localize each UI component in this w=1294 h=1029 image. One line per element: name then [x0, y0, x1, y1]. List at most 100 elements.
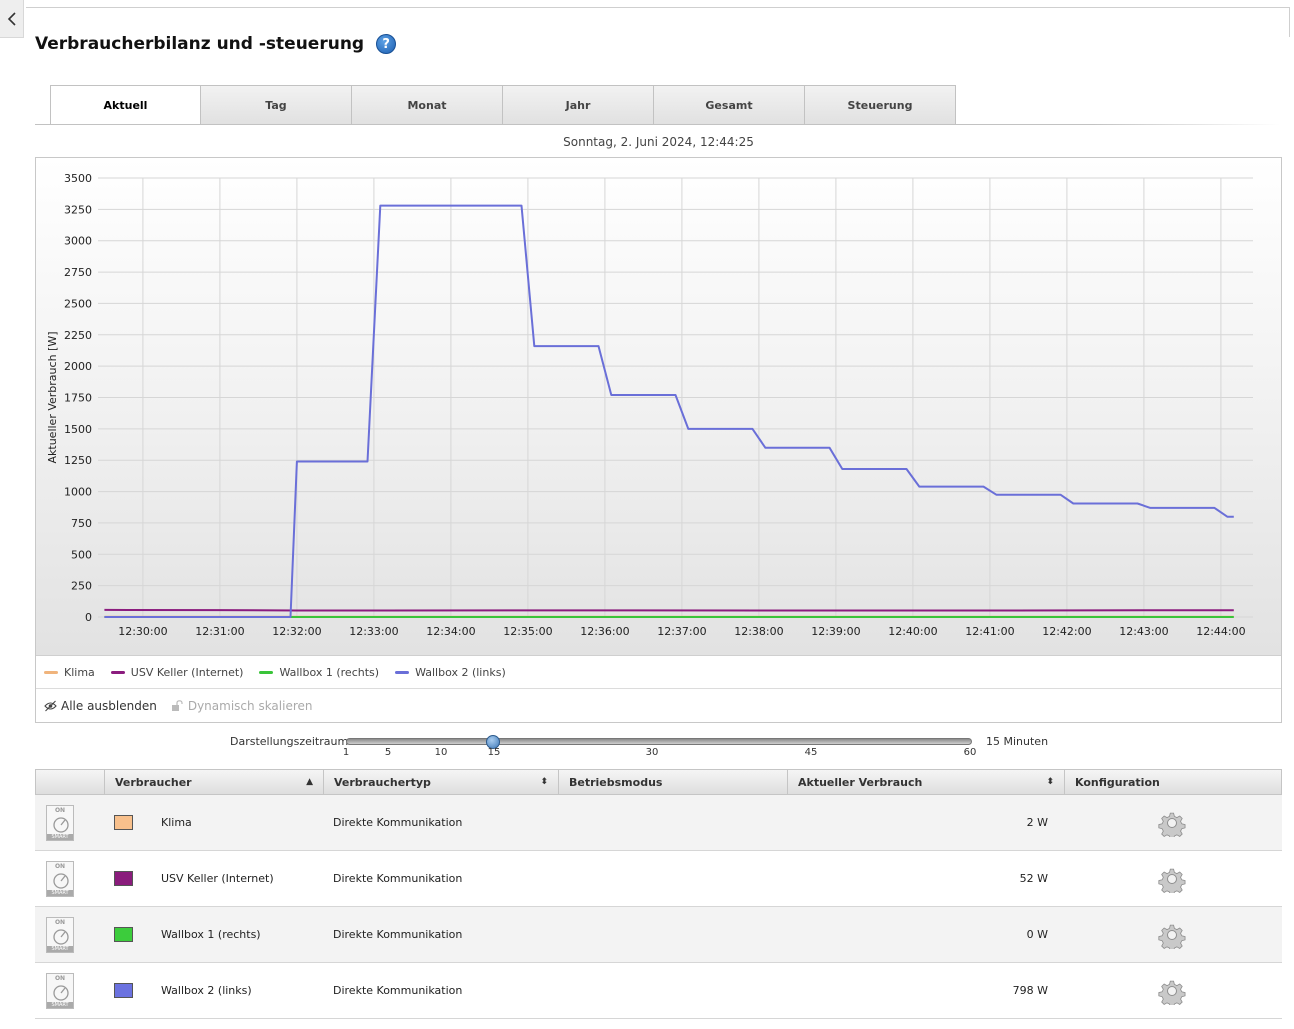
x-tick-label: 12:42:00: [1042, 625, 1091, 638]
header-label: Verbraucher: [115, 775, 192, 789]
consumption-cell: 798 W: [787, 963, 1064, 1018]
frame-border-right: [1289, 7, 1290, 37]
smart-plug-icon: ON SMART: [46, 972, 74, 1009]
header-verbrauchertyp[interactable]: Verbrauchertyp ⬍: [324, 770, 559, 794]
y-tick-label: 1500: [64, 423, 92, 436]
tab-bar: Aktuell Tag Monat Jahr Gesamt Steuerung: [50, 85, 956, 125]
x-tick-label: 12:43:00: [1119, 625, 1168, 638]
device-icon-cell: ON SMART: [35, 907, 104, 962]
icon-bottom-text: SMART: [47, 889, 73, 896]
consumption-cell: 2 W: [787, 795, 1064, 850]
dynamic-scale-label: Dynamisch skalieren: [187, 699, 313, 713]
consumer-color-swatch[interactable]: [114, 815, 133, 830]
config-cell: [1064, 963, 1280, 1018]
consumer-table: Verbraucher ▲ Verbrauchertyp ⬍ Betriebsm…: [35, 769, 1282, 1019]
dynamic-scale-toggle[interactable]: Dynamisch skalieren: [171, 699, 313, 713]
gear-icon[interactable]: [1158, 809, 1186, 837]
consumption-value: 0 W: [1026, 928, 1048, 941]
question-mark-icon[interactable]: ?: [376, 34, 397, 54]
tab-monat[interactable]: Monat: [352, 85, 503, 125]
time-range-slider[interactable]: [346, 738, 972, 745]
icon-top-text: ON: [54, 918, 66, 926]
slider-tick: 30: [645, 747, 659, 758]
tab-tag[interactable]: Tag: [201, 85, 352, 125]
eye-slash-icon: [44, 700, 57, 712]
slider-tick: 10: [434, 747, 448, 758]
sort-both-icon: ⬍: [540, 777, 548, 787]
y-tick-label: 1250: [64, 454, 92, 467]
x-tick-label: 12:31:00: [195, 625, 244, 638]
x-tick-label: 12:34:00: [426, 625, 475, 638]
consumer-name: Wallbox 2 (links): [161, 984, 252, 997]
tab-divider: [35, 124, 1280, 125]
icon-bottom-text: SMART: [47, 1001, 73, 1008]
header-icon-col: [36, 770, 105, 794]
header-betriebsmodus[interactable]: Betriebsmodus: [559, 770, 788, 794]
y-tick-label: 750: [71, 517, 92, 530]
header-label: Aktueller Verbrauch: [798, 775, 923, 789]
table-row[interactable]: ON SMART Wallbox 2 (links) Direkte Kommunik…: [35, 963, 1282, 1019]
legend-swatch: [259, 670, 274, 674]
icon-top-text: ON: [54, 862, 66, 870]
consumption-value: 52 W: [1019, 872, 1048, 885]
legend-item-wallbox-2[interactable]: Wallbox 2 (links): [395, 666, 506, 679]
consumer-type: Direkte Kommunikation: [333, 984, 463, 997]
sort-asc-icon: ▲: [306, 777, 313, 787]
consumer-cell: Wallbox 1 (rechts): [104, 907, 323, 962]
x-tick-label: 12:37:00: [657, 625, 706, 638]
time-range-unit: 15 Minuten: [986, 735, 1049, 748]
consumer-color-swatch[interactable]: [114, 927, 133, 942]
consumer-cell: USV Keller (Internet): [104, 851, 323, 906]
chevron-left-icon: [7, 11, 16, 26]
device-icon-cell: ON SMART: [35, 851, 104, 906]
table-row[interactable]: ON SMART Wallbox 1 (rechts) Direkte Kommuni…: [35, 907, 1282, 963]
y-tick-label: 0: [85, 611, 92, 624]
page-title: Verbraucherbilanz und -steuerung: [35, 34, 365, 54]
mode-cell: [558, 907, 787, 962]
tab-gesamt[interactable]: Gesamt: [654, 85, 805, 125]
icon-top-text: ON: [54, 806, 66, 814]
header-aktueller-verbrauch[interactable]: Aktueller Verbrauch ⬍: [788, 770, 1065, 794]
legend-item-klima[interactable]: Klima: [44, 666, 95, 679]
tab-steuerung[interactable]: Steuerung: [805, 85, 956, 125]
icon-bottom-text: SMART: [47, 833, 73, 840]
header-verbraucher[interactable]: Verbraucher ▲: [105, 770, 324, 794]
legend-item-usv-keller[interactable]: USV Keller (Internet): [110, 666, 243, 679]
table-row[interactable]: ON SMART Klima Direkte Kommunikation 2 W: [35, 795, 1282, 851]
slider-handle[interactable]: [486, 735, 500, 749]
legend-item-wallbox-1[interactable]: Wallbox 1 (rechts): [259, 666, 379, 679]
sort-both-icon: ⬍: [1046, 777, 1054, 787]
y-tick-label: 3000: [64, 235, 92, 248]
chart-legend: Klima USV Keller (Internet) Wallbox 1 (r…: [36, 656, 1281, 689]
consumer-name: Wallbox 1 (rechts): [161, 928, 261, 941]
slider-tick: 15: [487, 747, 501, 758]
x-tick-label: 12:30:00: [118, 625, 167, 638]
gear-icon[interactable]: [1158, 921, 1186, 949]
y-axis-label: Aktueller Verbrauch [W]: [46, 332, 59, 464]
collapse-sidebar-button[interactable]: [0, 0, 24, 38]
legend-label: Klima: [64, 665, 95, 679]
legend-swatch: [110, 670, 125, 674]
tab-jahr[interactable]: Jahr: [503, 85, 654, 125]
config-cell: [1064, 795, 1280, 850]
gear-icon[interactable]: [1158, 977, 1186, 1005]
chart-area: 0 250 500 750 1000 1250 1500 1750 2000 2250 2500 27…: [36, 158, 1281, 656]
consumer-color-swatch[interactable]: [114, 983, 133, 998]
hide-all-label: Alle ausblenden: [61, 699, 157, 713]
config-cell: [1064, 907, 1280, 962]
y-tick-label: 2000: [64, 360, 92, 373]
series-line-wallbox-2-links: [104, 204, 1234, 618]
x-tick-label: 12:36:00: [580, 625, 629, 638]
mode-cell: [558, 963, 787, 1018]
slider-tick: 45: [804, 747, 818, 758]
table-row[interactable]: ON SMART USV Keller (Internet) Direkte Komm…: [35, 851, 1282, 907]
smart-plug-icon: ON SMART: [46, 916, 74, 953]
consumer-name: Klima: [161, 816, 192, 829]
gear-icon[interactable]: [1158, 865, 1186, 893]
consumer-color-swatch[interactable]: [114, 871, 133, 886]
tab-aktuell[interactable]: Aktuell: [50, 85, 201, 125]
time-range-label: Darstellungszeitraum: [230, 735, 349, 748]
slider-tick: 5: [384, 747, 392, 758]
legend-swatch: [395, 670, 410, 674]
hide-all-button[interactable]: Alle ausblenden: [44, 699, 157, 713]
